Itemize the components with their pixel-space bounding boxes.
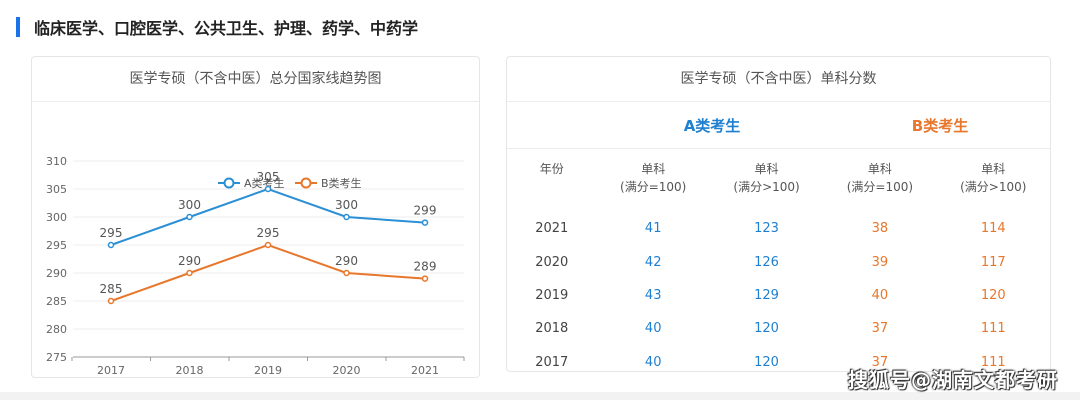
b-score-100-cell: 37	[871, 321, 889, 337]
a-score-over-100-cell: 123	[754, 221, 779, 237]
legend-marker	[223, 177, 235, 189]
data-label: 295	[257, 226, 280, 240]
scores-table-card: 医学专硕（不含中医）单科分数 A类考生 B类考生 年份 单科 (满分=100) 单科 (…	[506, 56, 1051, 372]
table-row: 2018 40 120 37 111	[507, 312, 1050, 345]
b-score-over-100-cell: 120	[980, 287, 1006, 303]
legend-label: A类考生	[244, 176, 285, 190]
data-label: 290	[335, 254, 358, 268]
a-score-100-cell: 42	[644, 254, 662, 270]
watermark: 搜狐号@湖南文都考研	[848, 368, 1058, 392]
y-tick-label: 310	[46, 155, 67, 168]
a-score-100-cell: 40	[644, 321, 662, 337]
data-point	[343, 213, 350, 221]
y-tick-label: 295	[46, 239, 67, 252]
score-column-header: 单科 (满分=100)	[597, 156, 710, 212]
footer-divider	[0, 392, 1080, 400]
data-point	[421, 275, 429, 282]
section-heading: 临床医学、口腔医学、公共卫生、护理、药学、中药学	[16, 15, 418, 39]
a-score-over-100-cell: 126	[754, 254, 779, 270]
year-cell: 2018	[535, 321, 569, 337]
data-point	[186, 269, 193, 277]
scores-table: 年份 单科 (满分=100) 单科 (满分>100) 单科 (满分=100) 单科 (满分>10…	[507, 156, 1050, 379]
header-line-1: 单科	[867, 162, 892, 176]
data-label: 300	[335, 198, 358, 212]
heading-title: 临床医学、口腔医学、公共卫生、护理、药学、中药学	[34, 19, 419, 38]
data-point	[186, 213, 193, 221]
table-row: 2019 43 129 40 120	[507, 279, 1050, 312]
legend-label: B类考生	[321, 176, 362, 190]
x-tick-label: 2019	[254, 364, 282, 377]
year-cell: 2020	[535, 254, 569, 270]
b-score-over-100-cell: 117	[980, 254, 1006, 270]
a-score-over-100-cell: 129	[754, 287, 779, 303]
data-label: 299	[414, 204, 437, 218]
score-column-header: 单科 (满分>100)	[937, 156, 1050, 212]
b-score-100-cell: 38	[871, 221, 889, 237]
data-label: 289	[414, 260, 437, 274]
data-label: 290	[178, 254, 201, 268]
year-cell: 2019	[535, 287, 569, 303]
a-score-100-cell: 43	[644, 287, 662, 303]
header-line-2: (满分>100)	[960, 180, 1027, 194]
b-score-over-100-cell: 114	[980, 221, 1006, 237]
score-column-header: 单科 (满分=100)	[823, 156, 936, 212]
table-row: 2017 40 120 37 111	[507, 346, 1050, 379]
data-label: 295	[100, 226, 123, 240]
data-point	[264, 185, 272, 193]
data-point	[107, 297, 115, 305]
y-tick-label: 285	[46, 295, 67, 308]
data-label: 305	[257, 170, 280, 184]
table-header-row: 年份 单科 (满分=100) 单科 (满分>100) 单科 (满分=100) 单科 (满分>10…	[507, 156, 1050, 212]
header-line-1: 单科	[754, 162, 779, 176]
year-cell: 2017	[535, 354, 569, 370]
data-label: 285	[100, 282, 123, 296]
a-score-over-100-cell: 120	[754, 354, 779, 370]
y-tick-label: 275	[46, 351, 67, 364]
table-body: 2021 41 123 38 114 2020 42 126 39 117 2019 43 129 40 1…	[507, 212, 1050, 379]
table-row: 2020 42 126 39 117	[507, 245, 1050, 278]
a-score-100-cell: 40	[644, 354, 662, 370]
a-score-100-cell: 41	[644, 221, 662, 237]
y-tick-label: 290	[46, 267, 67, 280]
data-point	[107, 241, 115, 249]
data-point	[343, 269, 350, 277]
header-line-2: (满分=100)	[620, 180, 687, 194]
b-score-over-100-cell: 111	[980, 321, 1006, 337]
score-column-header: 单科 (满分>100)	[710, 156, 823, 212]
data-point	[264, 241, 272, 249]
group-a-label: A类考生	[683, 117, 741, 135]
x-tick-label: 2018	[176, 364, 204, 377]
x-tick-label: 2020	[333, 364, 361, 377]
table-row: 2021 41 123 38 114	[507, 212, 1050, 245]
header-line-2: (满分>100)	[733, 180, 800, 194]
table-card-title: 医学专硕（不含中医）单科分数	[507, 57, 1050, 102]
group-b-label: B类考生	[911, 117, 969, 135]
y-tick-label: 305	[46, 183, 67, 196]
a-score-over-100-cell: 120	[754, 321, 779, 337]
data-point	[421, 219, 429, 226]
header-line-1: 单科	[641, 162, 666, 176]
x-tick-label: 2017	[97, 364, 125, 377]
year-column-header: 年份	[507, 156, 597, 212]
line-chart: 275 280 285 290 295 300 305 310 2017 2018 2019 2020…	[46, 155, 465, 377]
y-tick-label: 300	[46, 211, 67, 224]
header-line-1: 单科	[981, 162, 1006, 176]
data-label: 300	[178, 198, 201, 212]
heading-accent-bar	[16, 17, 20, 37]
group-header-row: A类考生 B类考生	[507, 103, 1050, 149]
trend-chart-card: 医学专硕（不含中医）总分国家线趋势图 275 280 285 290 295 300 305…	[31, 56, 480, 378]
b-score-100-cell: 40	[871, 287, 889, 303]
chart-card-title: 医学专硕（不含中医）总分国家线趋势图	[32, 57, 479, 102]
legend-marker	[300, 177, 312, 189]
y-tick-label: 280	[46, 323, 67, 336]
x-tick-label: 2021	[411, 364, 439, 377]
b-score-100-cell: 39	[871, 254, 889, 270]
header-line-2: (满分=100)	[846, 180, 914, 194]
header-line-1: 年份	[539, 162, 564, 176]
year-cell: 2021	[535, 221, 569, 237]
b-score-over-100-cell: 111	[980, 354, 1006, 370]
b-score-100-cell: 37	[871, 354, 889, 370]
